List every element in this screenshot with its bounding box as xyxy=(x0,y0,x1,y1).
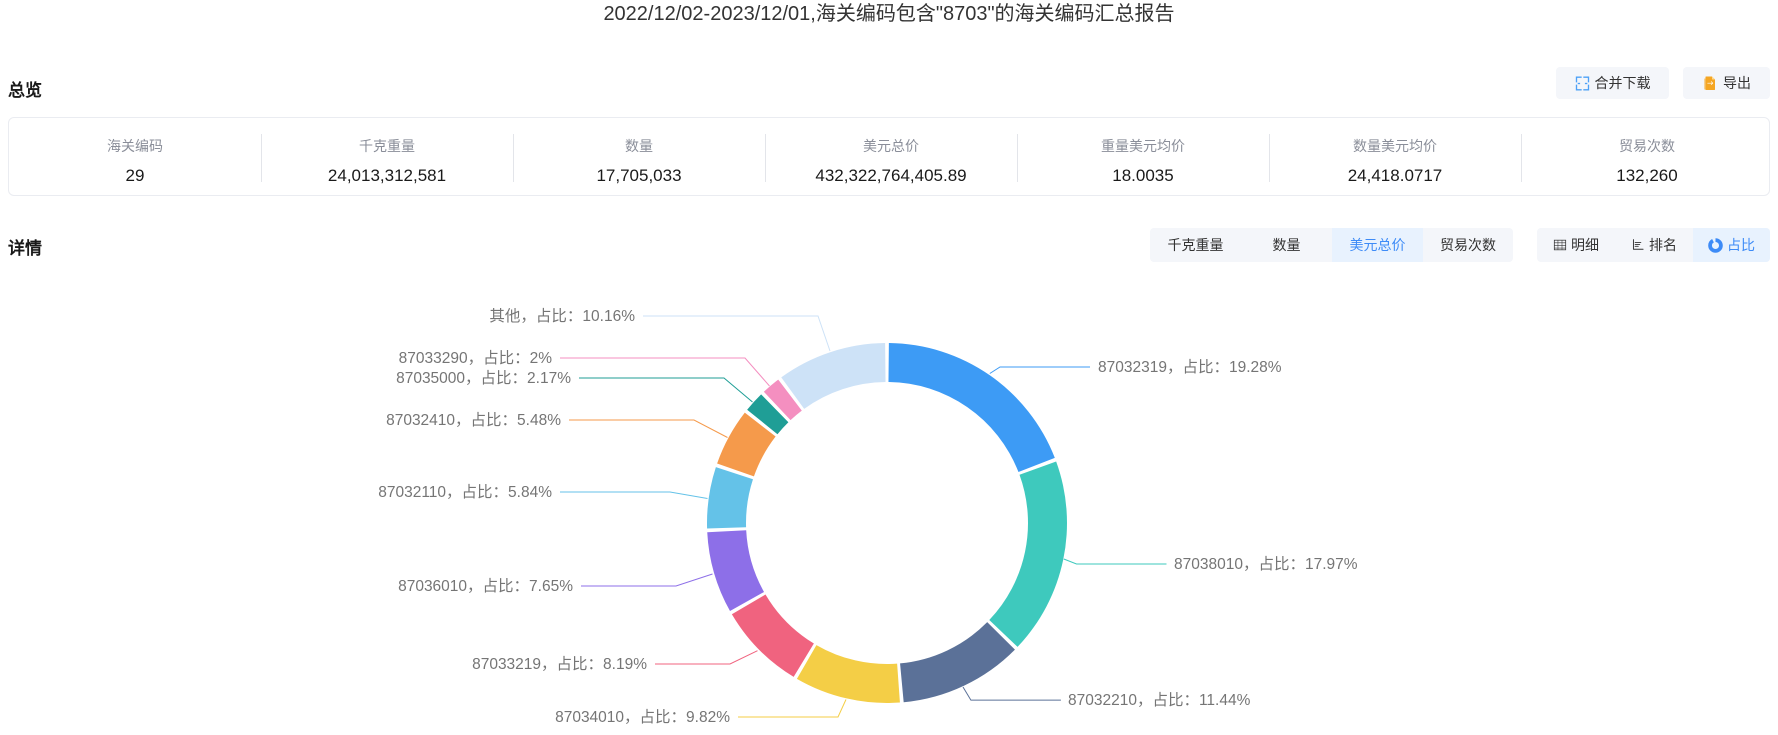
svg-text:87033219，占比：8.19%: 87033219，占比：8.19% xyxy=(472,655,647,673)
svg-text:87036010，占比：7.65%: 87036010，占比：7.65% xyxy=(398,577,573,595)
svg-text:87033290，占比：2%: 87033290，占比：2% xyxy=(399,349,553,367)
svg-text:87032410，占比：5.48%: 87032410，占比：5.48% xyxy=(386,411,561,429)
svg-text:其他，占比：10.16%: 其他，占比：10.16% xyxy=(489,307,635,325)
svg-text:87034010，占比：9.82%: 87034010，占比：9.82% xyxy=(555,708,730,726)
svg-text:87032319，占比：19.28%: 87032319，占比：19.28% xyxy=(1098,358,1282,376)
svg-text:87038010，占比：17.97%: 87038010，占比：17.97% xyxy=(1174,555,1358,573)
svg-text:87032210，占比：11.44%: 87032210，占比：11.44% xyxy=(1068,691,1251,709)
svg-text:87032110，占比：5.84%: 87032110，占比：5.84% xyxy=(378,483,552,501)
svg-text:87035000，占比：2.17%: 87035000，占比：2.17% xyxy=(396,369,571,387)
